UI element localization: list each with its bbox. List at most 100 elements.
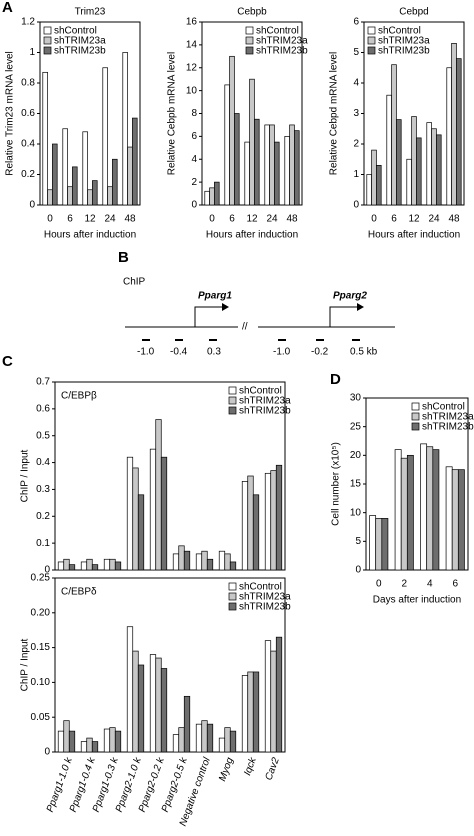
bar bbox=[252, 494, 260, 571]
bar bbox=[87, 189, 93, 206]
bar bbox=[366, 174, 372, 206]
bar bbox=[160, 456, 168, 571]
legend-label: shTRIM23b bbox=[239, 602, 291, 613]
bar bbox=[155, 657, 162, 753]
bar bbox=[375, 518, 383, 571]
gene-name: Pparg2 bbox=[333, 291, 367, 302]
arrow-head bbox=[357, 303, 364, 311]
bar bbox=[254, 118, 260, 206]
bar bbox=[178, 727, 185, 753]
bar bbox=[112, 158, 118, 206]
bar bbox=[206, 558, 214, 571]
y-tick-label: 0.4 bbox=[36, 457, 50, 468]
bar bbox=[391, 64, 397, 206]
y-tick-label: 10 bbox=[186, 85, 198, 96]
x-axis-label: Hours after induction bbox=[206, 230, 298, 241]
bar bbox=[195, 723, 203, 753]
bar bbox=[137, 494, 145, 571]
legend-swatch bbox=[367, 46, 376, 55]
y-tick-label: 15 bbox=[350, 479, 362, 490]
y-tick-label: 0.2 bbox=[36, 511, 50, 522]
bar bbox=[241, 481, 249, 571]
bar bbox=[394, 449, 402, 571]
x-tick-label: 24 bbox=[266, 214, 278, 225]
bar bbox=[160, 668, 168, 753]
bar bbox=[426, 122, 432, 206]
x-tick-label: 24 bbox=[104, 214, 116, 225]
bar bbox=[371, 149, 377, 206]
legend-swatch bbox=[228, 602, 237, 611]
legend-label: shTRIM23a bbox=[239, 396, 291, 407]
legend-label: shTRIM23b bbox=[422, 422, 474, 433]
bar bbox=[80, 561, 88, 571]
position: 0.5 kb bbox=[350, 347, 378, 358]
x-tick-label: Myog bbox=[217, 756, 236, 783]
position: 0.3 bbox=[207, 347, 221, 358]
plot-frame bbox=[54, 381, 286, 571]
chart-title: Cebpb bbox=[237, 7, 267, 18]
y-tick-label: 0.05 bbox=[31, 712, 51, 723]
chart-title: Trim23 bbox=[75, 7, 106, 18]
bar bbox=[252, 671, 260, 753]
bar bbox=[127, 146, 133, 206]
y-tick-label: 0.20 bbox=[31, 607, 51, 618]
bar bbox=[92, 180, 98, 206]
bar bbox=[86, 737, 93, 753]
legend-label: shTRIM23b bbox=[239, 406, 291, 417]
x-tick-label: 12 bbox=[84, 214, 96, 225]
bar bbox=[431, 128, 437, 206]
legend-swatch bbox=[411, 412, 420, 421]
y-tick-label: 0.2 bbox=[21, 169, 35, 180]
bar bbox=[132, 467, 139, 571]
x-axis-label: Days after induction bbox=[373, 595, 461, 606]
legend-label: shControl bbox=[256, 26, 299, 37]
bar bbox=[63, 720, 70, 753]
bar bbox=[224, 727, 231, 753]
bar bbox=[289, 124, 295, 206]
bar bbox=[411, 116, 417, 206]
panel-letter: D bbox=[330, 371, 341, 388]
legend-label: shTRIM23a bbox=[378, 36, 430, 47]
bar bbox=[72, 166, 78, 206]
bar bbox=[224, 84, 230, 206]
bar bbox=[420, 443, 428, 571]
bar bbox=[446, 67, 452, 206]
bar bbox=[209, 187, 215, 206]
x-tick-label: 0 bbox=[209, 214, 215, 225]
bar bbox=[218, 550, 226, 571]
x-tick-label: Cav2 bbox=[263, 756, 281, 782]
tss-arrow bbox=[194, 306, 225, 327]
bar bbox=[436, 134, 442, 206]
y-axis-label: Relative Cebpd mRNA level bbox=[329, 52, 340, 175]
bar bbox=[57, 561, 65, 571]
bar bbox=[376, 165, 382, 206]
bar bbox=[432, 449, 440, 571]
y-tick-label: 0 bbox=[29, 200, 35, 211]
y-tick-label: 0.1 bbox=[36, 538, 50, 549]
legend-swatch bbox=[43, 46, 52, 55]
bar bbox=[67, 186, 73, 206]
y-tick-label: 0.3 bbox=[36, 484, 50, 495]
x-tick-label: 6 bbox=[452, 579, 458, 590]
y-tick-label: 0.6 bbox=[36, 403, 50, 414]
bar bbox=[103, 728, 111, 753]
y-tick-label: 8 bbox=[191, 108, 197, 119]
bar bbox=[274, 141, 280, 206]
bar bbox=[63, 558, 70, 571]
x-tick-label: 48 bbox=[448, 214, 460, 225]
bar bbox=[249, 78, 255, 206]
panel-letter: A bbox=[2, 0, 13, 16]
legend-swatch bbox=[228, 592, 237, 601]
legend-swatch bbox=[228, 386, 237, 395]
plot-frame bbox=[54, 577, 286, 753]
y-tick-label: 10 bbox=[350, 507, 362, 518]
bar bbox=[102, 67, 108, 206]
x-axis-label: Hours after induction bbox=[368, 230, 460, 241]
legend-label: shTRIM23a bbox=[54, 36, 106, 47]
bar bbox=[386, 94, 392, 206]
legend-swatch bbox=[245, 46, 254, 55]
bar bbox=[218, 737, 226, 753]
x-tick-label: 6 bbox=[67, 214, 73, 225]
bar bbox=[132, 117, 138, 206]
x-tick-label: 4 bbox=[427, 579, 433, 590]
